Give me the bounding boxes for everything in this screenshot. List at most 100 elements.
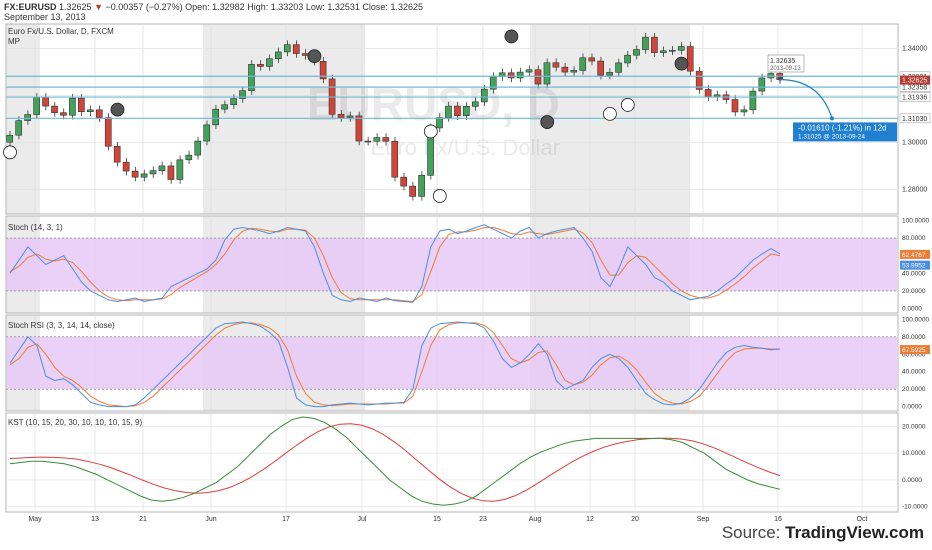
candle-body [60,112,67,116]
candle-body [346,115,354,118]
candle-body [633,49,640,56]
level-tag [899,92,931,102]
stochrsi-k-label: 67.5925 [902,347,926,354]
candle-body [257,64,264,67]
x-tick-label: 15 [433,516,441,523]
month-stripe [6,24,40,214]
main-pane-title: Euro Fx/U.S. Dollar, D, FXCM [8,27,114,36]
candle-body [149,170,157,175]
candle-body [731,99,739,113]
candle-body [185,154,193,161]
candle-body [651,36,658,53]
x-tick-label: 17 [282,516,290,523]
pane-border-stochrsi [5,314,899,412]
candle-body [686,46,694,72]
x-tick-label: 21 [139,516,147,523]
marker-price: 1.32635 [770,58,795,65]
x-tick-label: Jun [205,516,216,523]
candle-body [203,124,211,142]
stochrsi-k-tag [900,345,930,355]
candle-body [534,69,542,85]
tradingview-logo[interactable]: TradingView.com [785,523,924,542]
watermark-subtext: Euro Fx/U.S. Dollar [371,135,561,160]
projection-target-dot [830,116,834,121]
candle-body [543,62,551,85]
projection-text: -0.01610 (-1.21%) in 12d [798,123,887,132]
candle-body [167,165,175,180]
candle-body [95,109,103,118]
kst-line [9,416,781,506]
open-label: Open: [185,2,210,12]
stochrsi-y-tick: 100.0000 [902,316,929,323]
candle-body [104,117,112,147]
stoch-y-tick: 40.0000 [902,270,926,277]
pane-border-main [5,23,899,215]
y-tick-label: 1.28000 [902,186,927,193]
candle-body [221,104,228,110]
stoch-band [7,238,897,291]
pivot-low-marker [620,98,635,112]
kst-pane-title: KST (10, 15, 20, 30, 10, 10, 10, 15, 9) [8,418,143,427]
candle-body [445,105,452,118]
candle-body [660,50,667,53]
stochrsi-y-tick: 20.0000 [902,386,926,393]
candle-body [668,49,676,52]
low-label: Low: [305,2,325,12]
price-change: −0.00357 (−0.27%) [105,2,183,12]
kst-y-tick: 20.0000 [902,423,926,430]
stoch-y-tick: 0.0000 [902,306,922,313]
pivot-high-marker [504,29,519,44]
x-tick-label: Sep [697,516,710,523]
candle-body [301,53,309,56]
stoch-y-tick: 80.0000 [902,235,926,242]
candle-body [15,120,23,136]
source-credit[interactable]: Source: TradingView.com [722,523,924,543]
candle-body [212,108,220,126]
candle-body [704,89,712,98]
candle-body [24,114,31,121]
level-label: 1.31030 [902,116,927,123]
kst-signal-line [9,423,781,502]
projection-subtext: 1.31025 @ 2013-09-24 [798,133,865,140]
stochrsi-k-line [9,321,781,408]
symbol-name[interactable]: FX:EURUSD [4,2,57,12]
candle-body [642,36,649,50]
marker-box [767,54,805,73]
candle-body [131,170,139,178]
candle-body [113,145,121,163]
candle-body [355,115,363,142]
candle-body [525,69,533,73]
projection-box [793,122,897,142]
stoch-k-tag [900,249,930,259]
marker-date: 2013-09-13 [770,66,801,72]
candle-body [436,117,443,129]
pivot-low-marker [423,124,438,139]
pivot-high-marker [540,115,555,129]
candle-body [588,57,596,62]
candle-body [87,109,94,113]
candle-body [275,51,282,60]
stoch-y-tick: 20.0000 [902,288,926,295]
stoch-y-tick: 100.0000 [902,217,929,224]
candle-body [364,140,372,143]
candle-body [122,161,130,172]
x-tick-label: May [28,516,42,523]
kst-y-tick: -10.0000 [902,504,928,511]
candle-body [266,58,273,67]
x-tick-label: Oct [857,516,868,523]
pivot-low-marker [602,106,617,121]
main-pane-mp: MP [8,37,20,46]
candle-body [758,77,766,92]
y-tick-label: 1.30000 [902,139,927,146]
stoch-pane-title: Stoch (14, 3, 1) [8,223,63,232]
candle-body [33,97,40,115]
candle-body [319,60,327,80]
candle-body [615,62,622,73]
high-value: 1.33203 [270,2,304,12]
candle-body [480,88,488,103]
stochrsi-y-tick: 0.0000 [902,404,922,411]
stoch-k-line [9,224,781,303]
x-tick-label: Aug [529,516,542,523]
stochrsi-y-tick: 80.0000 [902,334,926,341]
